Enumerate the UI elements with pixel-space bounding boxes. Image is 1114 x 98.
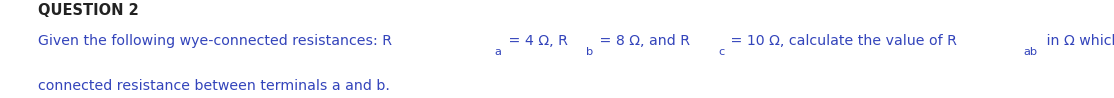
Text: = 10 Ω, calculate the value of R: = 10 Ω, calculate the value of R xyxy=(726,34,957,48)
Text: in Ω which is the equivalent delta-: in Ω which is the equivalent delta- xyxy=(1042,34,1114,48)
Text: QUESTION 2: QUESTION 2 xyxy=(38,3,138,18)
Text: = 8 Ω, and R: = 8 Ω, and R xyxy=(595,34,691,48)
Text: c: c xyxy=(717,47,724,57)
Text: ab: ab xyxy=(1024,47,1038,57)
Text: = 4 Ω, R: = 4 Ω, R xyxy=(504,34,567,48)
Text: a: a xyxy=(495,47,501,57)
Text: connected resistance between terminals a and b.: connected resistance between terminals a… xyxy=(38,79,390,93)
Text: Given the following wye-connected resistances: R: Given the following wye-connected resist… xyxy=(38,34,392,48)
Text: b: b xyxy=(586,47,593,57)
